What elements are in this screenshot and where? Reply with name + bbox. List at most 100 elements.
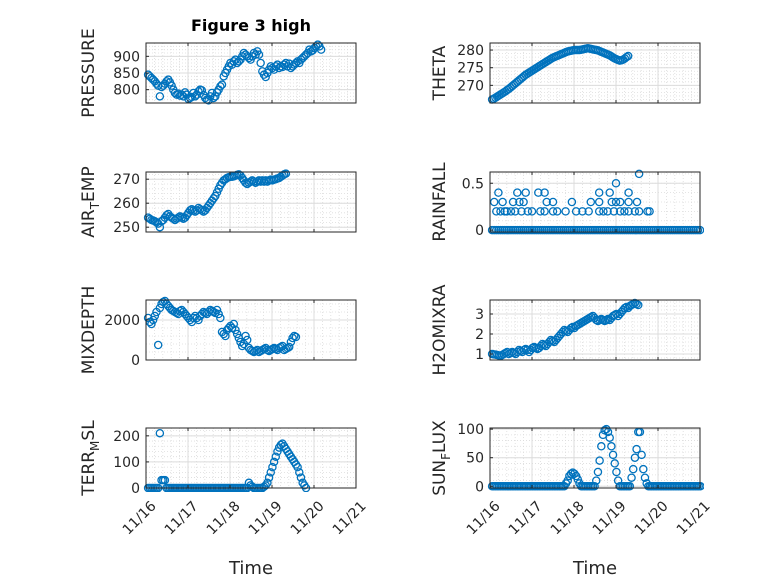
y-axis-label-main: SUN xyxy=(430,460,450,496)
data-point xyxy=(263,478,272,488)
data-point xyxy=(625,482,635,491)
data-point xyxy=(578,207,587,216)
data-point xyxy=(150,311,160,321)
data-point xyxy=(216,82,225,91)
data-point xyxy=(256,58,265,68)
data-point xyxy=(640,473,650,482)
data-point xyxy=(510,207,520,216)
data-point xyxy=(607,442,616,451)
y-axis-label: H2OMIXRA xyxy=(430,284,450,375)
axes-box xyxy=(145,427,357,489)
data-point xyxy=(197,206,207,215)
data-point xyxy=(602,315,611,325)
data-point xyxy=(624,188,633,197)
data-point xyxy=(632,444,641,454)
y-axis-label-rest: LUX xyxy=(430,420,450,453)
data-point xyxy=(305,45,314,54)
data-point xyxy=(548,207,558,216)
y-tick-label: 260 xyxy=(113,196,140,212)
grid xyxy=(146,172,356,232)
data-point xyxy=(291,332,301,342)
y-axis-label: TERRMSL xyxy=(79,420,102,497)
data-point xyxy=(508,197,518,207)
data-point xyxy=(599,207,608,216)
data-point xyxy=(177,213,186,222)
y-tick-label: 250 xyxy=(113,220,140,236)
y-axis-label-main: MIXDEPTH xyxy=(79,286,99,375)
y-tick-label: 0 xyxy=(475,223,484,239)
axes-box xyxy=(145,171,357,233)
data-point xyxy=(542,197,551,207)
subplot-rainfall: 0 0.5 RAINFALL xyxy=(430,162,704,242)
data-point xyxy=(612,309,621,319)
data-point xyxy=(155,222,165,232)
data-point xyxy=(609,207,619,216)
data-point xyxy=(597,442,606,451)
data-point xyxy=(523,345,532,355)
data-point xyxy=(567,197,577,207)
data-point xyxy=(620,207,629,216)
data-point xyxy=(217,80,227,89)
data-point xyxy=(645,207,654,216)
y-tick-label: 50 xyxy=(466,451,484,467)
y-axis-label-main: TERR xyxy=(79,451,99,497)
y-axis-label: MIXDEPTH xyxy=(79,286,99,375)
data-point xyxy=(612,467,621,477)
data-point xyxy=(519,197,528,207)
y-axis-label-main: PRESSURE xyxy=(79,28,99,117)
data-point xyxy=(221,331,230,341)
data-point xyxy=(211,92,220,101)
data-point xyxy=(620,303,630,313)
data-point xyxy=(632,197,642,207)
y-tick-label: 270 xyxy=(457,78,484,94)
data-point xyxy=(637,450,646,460)
data-point xyxy=(594,207,604,216)
data-point xyxy=(502,207,512,216)
data-point xyxy=(241,331,250,341)
axes-box xyxy=(145,299,357,361)
data-point xyxy=(624,207,633,216)
data-point xyxy=(296,473,306,482)
y-axis-label: THETA xyxy=(430,45,450,101)
y-tick-label: 0 xyxy=(131,481,140,497)
data-point xyxy=(187,92,197,102)
data-point xyxy=(515,197,524,207)
data-point xyxy=(605,433,614,442)
data-point xyxy=(603,207,612,216)
data-point xyxy=(231,325,240,335)
marker-series xyxy=(143,296,301,357)
data-point xyxy=(153,340,163,350)
data-point xyxy=(630,207,640,216)
data-point xyxy=(494,188,503,197)
y-axis-label-rest: SL xyxy=(79,420,99,441)
y-axis-label-main: AIR xyxy=(79,209,99,238)
data-point xyxy=(155,428,165,438)
data-point xyxy=(610,459,619,468)
subplot-air: 250 260 270 AIRTEMP xyxy=(79,166,357,238)
axes-box xyxy=(489,171,701,233)
data-point xyxy=(584,207,593,216)
y-tick-label: 275 xyxy=(457,61,484,77)
data-point xyxy=(204,96,213,105)
data-point xyxy=(269,457,279,467)
data-point xyxy=(316,45,326,54)
data-point xyxy=(212,305,222,315)
data-point xyxy=(590,482,599,491)
data-point xyxy=(561,207,570,216)
data-point xyxy=(160,475,170,485)
data-point xyxy=(615,197,625,207)
data-point xyxy=(232,329,242,339)
data-point xyxy=(261,72,270,82)
data-point xyxy=(496,207,505,216)
y-axis-label-subscript: M xyxy=(88,441,102,451)
data-point xyxy=(573,475,583,484)
data-point xyxy=(216,313,225,323)
y-axis-label-main: H2OMIXRA xyxy=(430,284,450,375)
y-tick-label: 850 xyxy=(113,66,140,82)
data-point xyxy=(566,469,576,478)
axes-box xyxy=(489,42,701,104)
y-axis-label-subscript: T xyxy=(88,201,102,210)
data-point xyxy=(273,447,282,456)
data-point xyxy=(167,81,176,90)
